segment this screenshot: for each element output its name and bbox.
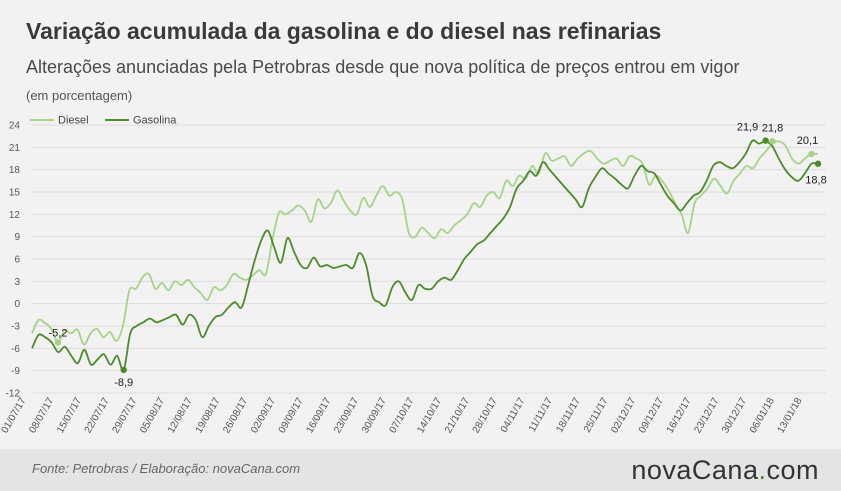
y-tick-label: -6 [11, 344, 20, 355]
x-tick-label: 23/09/17 [332, 396, 361, 436]
x-tick-label: 02/12/17 [609, 396, 638, 436]
logo-dot: . [758, 455, 767, 485]
x-tick-label: 16/09/17 [304, 396, 333, 436]
source-credit: Fonte: Petrobras / Elaboração: novaCana.… [32, 461, 301, 476]
y-tick-label: 3 [14, 277, 20, 288]
x-tick-label: 12/08/17 [166, 396, 195, 436]
x-tick-label: 18/11/17 [554, 396, 583, 435]
y-tick-label: 15 [9, 188, 21, 199]
x-tick-label: 19/08/17 [194, 396, 223, 436]
x-tick-label: 04/11/17 [499, 396, 528, 435]
x-tick-label: 05/08/17 [138, 396, 167, 436]
annotation-label: 18,8 [805, 175, 826, 187]
x-tick-label: 30/09/17 [360, 396, 389, 436]
chart-subtitle: Alterações anunciadas pela Petrobras des… [26, 57, 740, 77]
logo-tld: com [766, 455, 819, 485]
logo-main: novaCana [631, 455, 759, 485]
y-tick-label: -3 [11, 322, 20, 333]
x-tick-label: 26/08/17 [221, 396, 250, 436]
x-tick-label: 11/11/17 [527, 396, 555, 434]
x-tick-label: 30/12/17 [720, 396, 749, 436]
x-tick-label: 23/12/17 [692, 396, 721, 436]
x-tick-label: 08/07/17 [27, 396, 56, 436]
annotation-label: -5,2 [48, 327, 67, 339]
annotation-label: 21,9 [737, 122, 758, 134]
y-tick-label: 6 [14, 255, 20, 266]
legend-label-gasolina: Gasolina [133, 115, 177, 127]
legend-label-diesel: Diesel [58, 115, 89, 127]
x-tick-label: 15/07/17 [55, 396, 84, 436]
annotation-marker [814, 160, 822, 167]
y-tick-label: 0 [14, 299, 20, 310]
chart-title: Variação acumulada da gasolina e do dies… [26, 18, 662, 44]
y-tick-label: -12 [6, 389, 21, 400]
x-tick-label: 29/07/17 [110, 396, 139, 436]
x-tick-label: 13/01/18 [776, 396, 805, 436]
annotation-marker [808, 150, 815, 158]
annotation-label: 20,1 [797, 135, 818, 147]
x-tick-label: 25/11/17 [582, 396, 611, 435]
footer: Fonte: Petrobras / Elaboração: novaCana.… [0, 449, 841, 491]
annotation-marker [120, 366, 127, 374]
novacana-logo: novaCana.com [631, 455, 819, 486]
chart-unit-label: (em porcentagem) [26, 88, 133, 103]
x-tick-label: 09/12/17 [637, 396, 666, 436]
x-tick-label: 28/10/17 [471, 396, 500, 436]
x-tick-label: 16/12/17 [665, 396, 694, 436]
y-tick-label: -9 [11, 366, 20, 377]
x-tick-label: 07/10/17 [388, 396, 417, 436]
line-chart: -12-9-6-30369121518212401/07/1708/07/171… [0, 115, 827, 436]
annotation-label: 21,8 [762, 122, 783, 134]
x-tick-label: 02/09/17 [249, 396, 278, 436]
y-tick-label: 21 [9, 143, 21, 154]
x-tick-label: 14/10/17 [415, 396, 444, 436]
x-tick-label: 01/07/17 [0, 396, 29, 436]
annotation-marker [769, 138, 776, 145]
x-tick-label: 21/10/17 [443, 396, 472, 436]
x-tick-label: 06/01/18 [748, 396, 777, 436]
x-tick-label: 09/09/17 [277, 396, 306, 436]
annotation-marker [54, 339, 62, 346]
y-tick-label: 12 [9, 210, 21, 221]
series-line-diesel [31, 140, 819, 346]
y-tick-label: 9 [14, 232, 20, 243]
x-tick-label: 22/07/17 [83, 396, 112, 436]
series-line-gasolina [31, 139, 819, 372]
y-tick-label: 24 [9, 121, 21, 132]
annotation-label: -8,9 [114, 377, 133, 389]
annotation-marker [762, 137, 769, 144]
y-tick-label: 18 [9, 165, 21, 176]
